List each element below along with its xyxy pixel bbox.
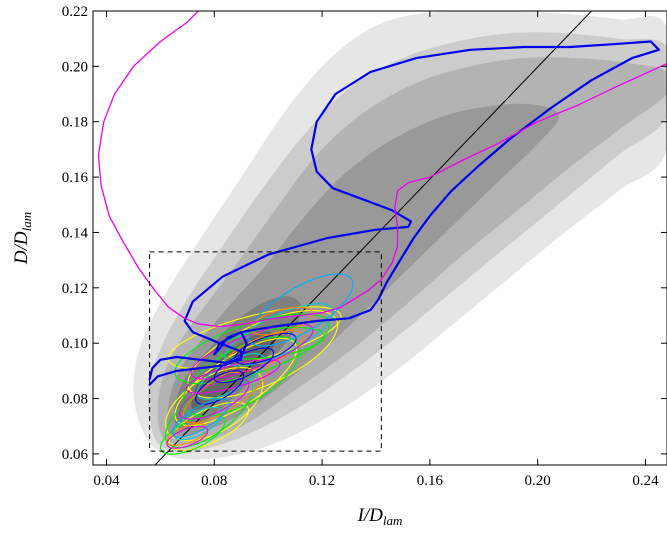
cycles-group bbox=[159, 273, 354, 455]
cycle-25 bbox=[171, 398, 230, 438]
x-tick-label: 0.20 bbox=[525, 473, 551, 489]
plot-area: 0.04 0.08 0.12 0.16 0.20 0.24 0.06 0.08 0.10 0.12… bbox=[62, 4, 667, 489]
y-tick-label: 0.16 bbox=[62, 170, 89, 186]
axis-ticks: 0.04 0.08 0.12 0.16 0.20 0.24 0.06 0.08 0.10 0.12… bbox=[62, 4, 667, 489]
x-axis-label-sub: lam bbox=[383, 513, 403, 528]
x-tick-label: 0.12 bbox=[309, 473, 335, 489]
cycle-20 bbox=[185, 359, 281, 394]
y-tick-label: 0.06 bbox=[62, 447, 89, 463]
y-axis-label-main: D/D bbox=[11, 231, 32, 265]
trajectory-1 bbox=[148, 40, 660, 386]
x-axis-label: I/Dlam bbox=[357, 505, 403, 528]
cycle-22 bbox=[195, 370, 245, 405]
cycle-18 bbox=[179, 377, 250, 420]
trajectories-group bbox=[97, 11, 667, 386]
x-axis-label-main: I/D bbox=[357, 505, 384, 526]
y-tick-label: 0.14 bbox=[62, 225, 89, 241]
cycle-3 bbox=[165, 366, 264, 442]
density-contours bbox=[133, 11, 667, 460]
cycle-6 bbox=[174, 313, 330, 385]
y-tick-label: 0.10 bbox=[62, 336, 88, 352]
y-axis-label: D/Dlam bbox=[11, 212, 34, 265]
plot-frame bbox=[92, 10, 667, 466]
y-axis-label-sub: lam bbox=[19, 212, 34, 232]
x-tick-label: 0.16 bbox=[417, 473, 444, 489]
x-tick-label: 0.08 bbox=[201, 473, 227, 489]
y-tick-label: 0.08 bbox=[62, 392, 88, 408]
y-tick-label: 0.12 bbox=[62, 281, 88, 297]
trajectory-2 bbox=[97, 11, 667, 328]
cycle-21 bbox=[213, 347, 275, 384]
y-tick-label: 0.22 bbox=[62, 4, 88, 20]
x-tick-label: 0.24 bbox=[632, 473, 659, 489]
cycle-19 bbox=[166, 425, 209, 449]
y-tick-label: 0.18 bbox=[62, 115, 88, 131]
y-tick-label: 0.20 bbox=[62, 59, 88, 75]
cycle-24 bbox=[247, 273, 354, 347]
x-tick-label: 0.04 bbox=[93, 473, 120, 489]
